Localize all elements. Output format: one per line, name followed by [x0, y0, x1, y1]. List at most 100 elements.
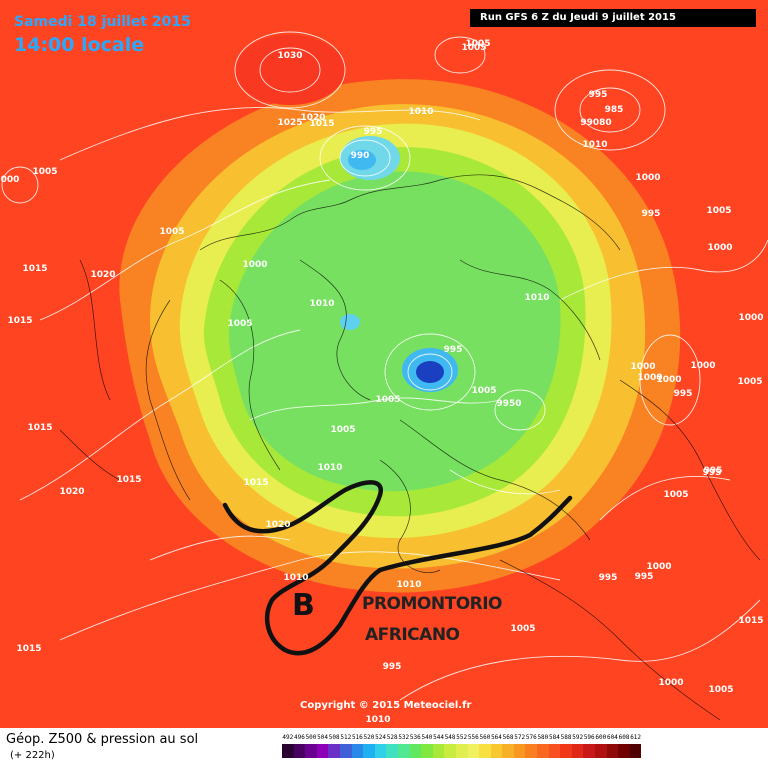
scale-step-label: 588: [560, 734, 572, 741]
scale-step-swatch: [513, 744, 526, 758]
isobar-label: 995: [635, 572, 654, 582]
scale-step-swatch: [363, 744, 375, 758]
isobar-label: 9950: [496, 399, 521, 409]
scale-step-swatch: [548, 744, 561, 758]
isobar-label: 995: [642, 209, 661, 219]
scale-step-swatch: [386, 744, 398, 758]
copyright-text: Copyright © 2015 Meteociel.fr: [300, 700, 472, 711]
coastlines: [59, 174, 761, 721]
low-center-core: [416, 361, 444, 383]
scale-step: 496: [293, 734, 306, 758]
scale-step-swatch: [421, 744, 433, 758]
scale-step-label: 528: [386, 734, 398, 741]
scale-step-label: 596: [583, 734, 595, 741]
forecast-date: Samedi 18 juillet 2015: [14, 14, 191, 30]
scale-step-label: 592: [572, 734, 584, 741]
scale-step: 500: [305, 734, 317, 758]
scale-step-swatch: [351, 744, 364, 758]
isobar-label: 1010: [283, 573, 308, 583]
isobar-label: 1010: [317, 463, 342, 473]
scale-step: 576: [525, 734, 538, 758]
isobar-label: 1005: [663, 490, 688, 500]
isobar-label: 995: [599, 573, 618, 583]
isobar-label: 1005: [737, 377, 762, 387]
isobar-label: 1005: [330, 425, 355, 435]
isobar-label: 99080: [580, 118, 611, 128]
isobar-label: 1000: [242, 260, 267, 270]
scale-step: 568: [502, 734, 514, 758]
scale-step: 520: [363, 734, 375, 758]
isobar-label: 1000: [656, 375, 681, 385]
isobar-label: 1015: [22, 264, 47, 274]
isobar-label: 1020: [59, 487, 84, 497]
isobar-label: 1020: [265, 520, 290, 530]
scale-step-label: 612: [630, 734, 642, 741]
scale-step-label: 576: [525, 734, 537, 741]
scale-step-swatch: [397, 744, 410, 758]
scale-step: 588: [560, 734, 572, 758]
scale-step-swatch: [618, 744, 630, 758]
isobar-label: 1005: [471, 386, 496, 396]
isobar-label: 995: [674, 389, 693, 399]
isobar-labels: 1030100510251020101599599010109951010985…: [1, 39, 764, 725]
scale-step: 532: [397, 734, 410, 758]
scale-step: 596: [583, 734, 596, 758]
scale-step-swatch: [282, 744, 294, 758]
isobar-label: 1000: [637, 373, 662, 383]
scale-step-swatch: [571, 744, 584, 758]
scale-step-swatch: [629, 744, 642, 758]
trough-outline: [222, 480, 383, 656]
scale-step: 540: [421, 734, 433, 758]
isobar-label: 1005: [375, 395, 400, 405]
scale-step: 504: [316, 734, 329, 758]
scale-step: 612: [629, 734, 642, 758]
scale-step-label: 560: [479, 734, 491, 741]
scale-step-swatch: [305, 744, 317, 758]
scale-step-swatch: [409, 744, 422, 758]
low-letter-label: B: [292, 588, 315, 623]
isobar-label: 1015: [738, 616, 763, 626]
scale-step-swatch: [316, 744, 329, 758]
isobar-label: 1015: [16, 644, 41, 654]
scale-step-label: 548: [444, 734, 456, 741]
annotation-lines: [222, 480, 573, 656]
scale-step-label: 600: [595, 734, 607, 741]
scale-step-label: 564: [491, 734, 502, 741]
scale-step-swatch: [455, 744, 468, 758]
scale-step-swatch: [606, 744, 619, 758]
scale-step: 492: [282, 734, 294, 758]
scale-step: 556: [467, 734, 480, 758]
scale-step-label: 532: [398, 734, 410, 741]
scale-step-label: 540: [421, 734, 433, 741]
color-scale: 492 496 500 504 508 512 516 520 524 528 532 536 540 5…: [282, 734, 642, 758]
isobar-label: 1015: [309, 119, 334, 129]
isobar-label: 1000: [646, 562, 671, 572]
scale-step-label: 512: [340, 734, 352, 741]
isobar-label: 1015: [116, 475, 141, 485]
isobar-label: 995: [383, 662, 402, 672]
isobar-label: 990: [351, 151, 370, 161]
isobar-label: 1000: [635, 173, 660, 183]
scale-step-swatch: [479, 744, 491, 758]
isobar-label: 1005: [510, 624, 535, 634]
lead-time: (+ 222h): [10, 750, 55, 761]
isobar-label: 1010: [524, 293, 549, 303]
isobar-label: 1000: [630, 362, 655, 372]
scale-step-label: 580: [537, 734, 549, 741]
scale-step-swatch: [467, 744, 480, 758]
isobars: [1, 31, 768, 701]
isobar-label: 995: [444, 345, 463, 355]
scale-step-swatch: [328, 744, 340, 758]
isobar-label: 1005: [708, 685, 733, 695]
scale-step-label: 508: [328, 734, 340, 741]
scale-step-label: 536: [409, 734, 421, 741]
isobar-label: 1010: [365, 715, 390, 725]
scale-step-swatch: [293, 744, 306, 758]
scale-step-label: 584: [549, 734, 560, 741]
low-center-arctic-core: [348, 150, 376, 170]
run-info: Run GFS 6 Z du Jeudi 9 juillet 2015: [470, 9, 756, 27]
scale-step-swatch: [502, 744, 514, 758]
scale-step-label: 524: [375, 734, 386, 741]
scale-step-swatch: [595, 744, 607, 758]
scale-step-label: 572: [514, 734, 526, 741]
